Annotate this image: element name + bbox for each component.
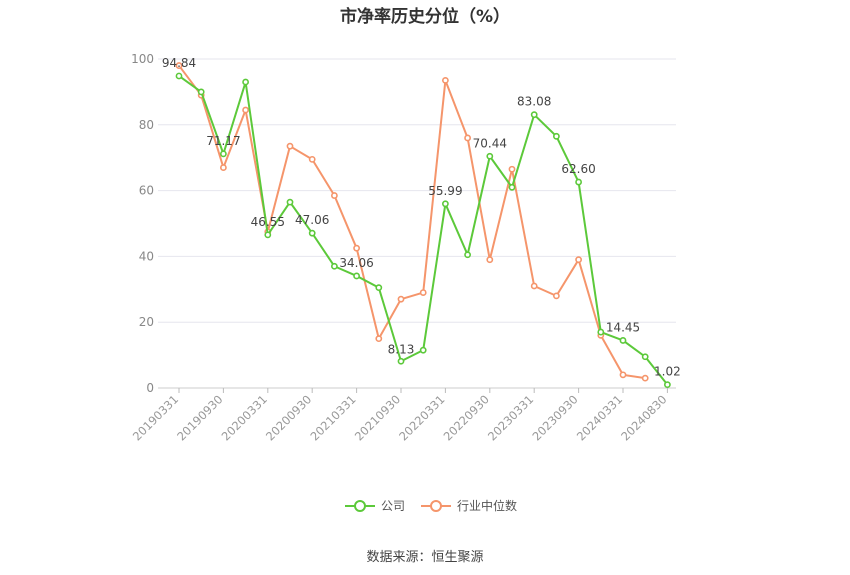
legend-swatch-industry-median <box>421 499 452 513</box>
data-point-industry-median <box>375 335 383 343</box>
data-labels: 94.84 71.17 46.55 47.06 34.06 8.13 55.99 70.44 8… <box>162 56 681 379</box>
legend-item-industry-median[interactable]: 行业中位数 <box>421 497 517 514</box>
y-tick-label: 60 <box>139 184 154 198</box>
data-point-industry-median <box>330 192 338 199</box>
data-point-industry-median <box>397 295 405 303</box>
data-point-industry-median <box>308 155 316 163</box>
x-tick-label: 20210930 <box>352 392 403 443</box>
data-point-company <box>308 229 316 237</box>
data-point-industry-median <box>419 289 427 296</box>
data-point-company <box>353 272 360 280</box>
data-label: 1.02 <box>654 365 681 379</box>
data-label: 71.17 <box>206 134 240 148</box>
data-label: 46.55 <box>251 215 285 229</box>
data-point-industry-median <box>530 282 538 290</box>
data-point-company <box>575 178 582 186</box>
chart-title: 市净率历史分位（%） <box>339 7 511 27</box>
data-point-industry-median <box>242 106 249 114</box>
data-label: 62.60 <box>561 162 595 176</box>
x-tick-label: 20240830 <box>618 392 669 443</box>
y-tick-label: 20 <box>139 315 154 329</box>
data-point-company <box>264 231 272 239</box>
x-tick-label: 20220930 <box>441 392 492 443</box>
data-point-company <box>242 78 249 86</box>
data-point-company <box>419 346 427 354</box>
legend-label-industry-median: 行业中位数 <box>457 499 518 513</box>
data-point-industry-median <box>219 164 227 171</box>
data-point-company <box>641 353 649 361</box>
x-tick-label: 20210331 <box>307 392 358 443</box>
data-source: 数据来源：恒生聚源 <box>366 550 484 565</box>
data-point-industry-median <box>575 256 582 264</box>
legend-swatch-company <box>345 499 375 513</box>
data-point-industry-median <box>464 134 471 142</box>
data-point-company <box>508 183 516 191</box>
y-tick-label: 100 <box>131 52 154 66</box>
data-point-company <box>530 111 538 119</box>
legend-item-company[interactable]: 公司 <box>345 497 405 514</box>
data-point-company <box>441 200 449 208</box>
legend-label-company: 公司 <box>381 499 406 513</box>
data-point-company <box>219 150 227 158</box>
data-point-company <box>464 251 471 259</box>
data-point-company <box>664 381 671 389</box>
data-point-company <box>553 132 560 140</box>
data-label: 94.84 <box>162 56 196 70</box>
x-tick-label: 20190930 <box>174 392 225 443</box>
data-point-company <box>375 284 383 292</box>
data-label: 70.44 <box>473 136 507 150</box>
data-point-company <box>619 337 627 344</box>
data-point-industry-median <box>641 374 649 382</box>
x-tick-label: 20230331 <box>485 392 536 443</box>
data-label: 14.45 <box>606 320 640 334</box>
data-point-company <box>597 328 605 336</box>
series-layer <box>175 62 671 389</box>
x-tick-label: 20230930 <box>529 392 580 443</box>
y-tick-label: 80 <box>139 118 154 132</box>
series-line-company <box>178 75 669 386</box>
data-point-industry-median <box>553 292 560 300</box>
x-tick-label: 20200930 <box>263 392 314 443</box>
data-point-industry-median <box>286 142 294 150</box>
series-line-industry-median <box>178 64 646 380</box>
data-point-industry-median <box>486 256 494 264</box>
x-tick-label: 20220331 <box>396 392 447 443</box>
y-tick-label: 40 <box>139 249 154 263</box>
x-tick-label: 20190331 <box>130 392 181 443</box>
data-point-industry-median <box>441 76 449 84</box>
y-tick-label: 0 <box>146 381 154 395</box>
data-point-industry-median <box>619 371 627 379</box>
data-point-company <box>330 262 338 270</box>
data-point-industry-median <box>353 244 360 252</box>
x-tick-label: 20240331 <box>574 392 625 443</box>
data-label: 47.06 <box>295 213 329 227</box>
data-point-company <box>197 88 205 96</box>
data-label: 55.99 <box>428 184 462 198</box>
data-label: 83.08 <box>517 95 551 109</box>
data-point-company <box>175 72 183 80</box>
legend: 公司 行业中位数 <box>345 497 533 514</box>
data-point-company <box>397 357 405 365</box>
data-point-company <box>286 198 294 206</box>
data-point-company <box>486 152 494 160</box>
grid-layer <box>158 58 676 389</box>
data-label: 8.13 <box>388 342 415 356</box>
data-label: 34.06 <box>339 256 373 270</box>
x-tick-label: 20200331 <box>219 392 270 443</box>
data-point-industry-median <box>175 62 183 69</box>
data-point-industry-median <box>508 165 516 173</box>
